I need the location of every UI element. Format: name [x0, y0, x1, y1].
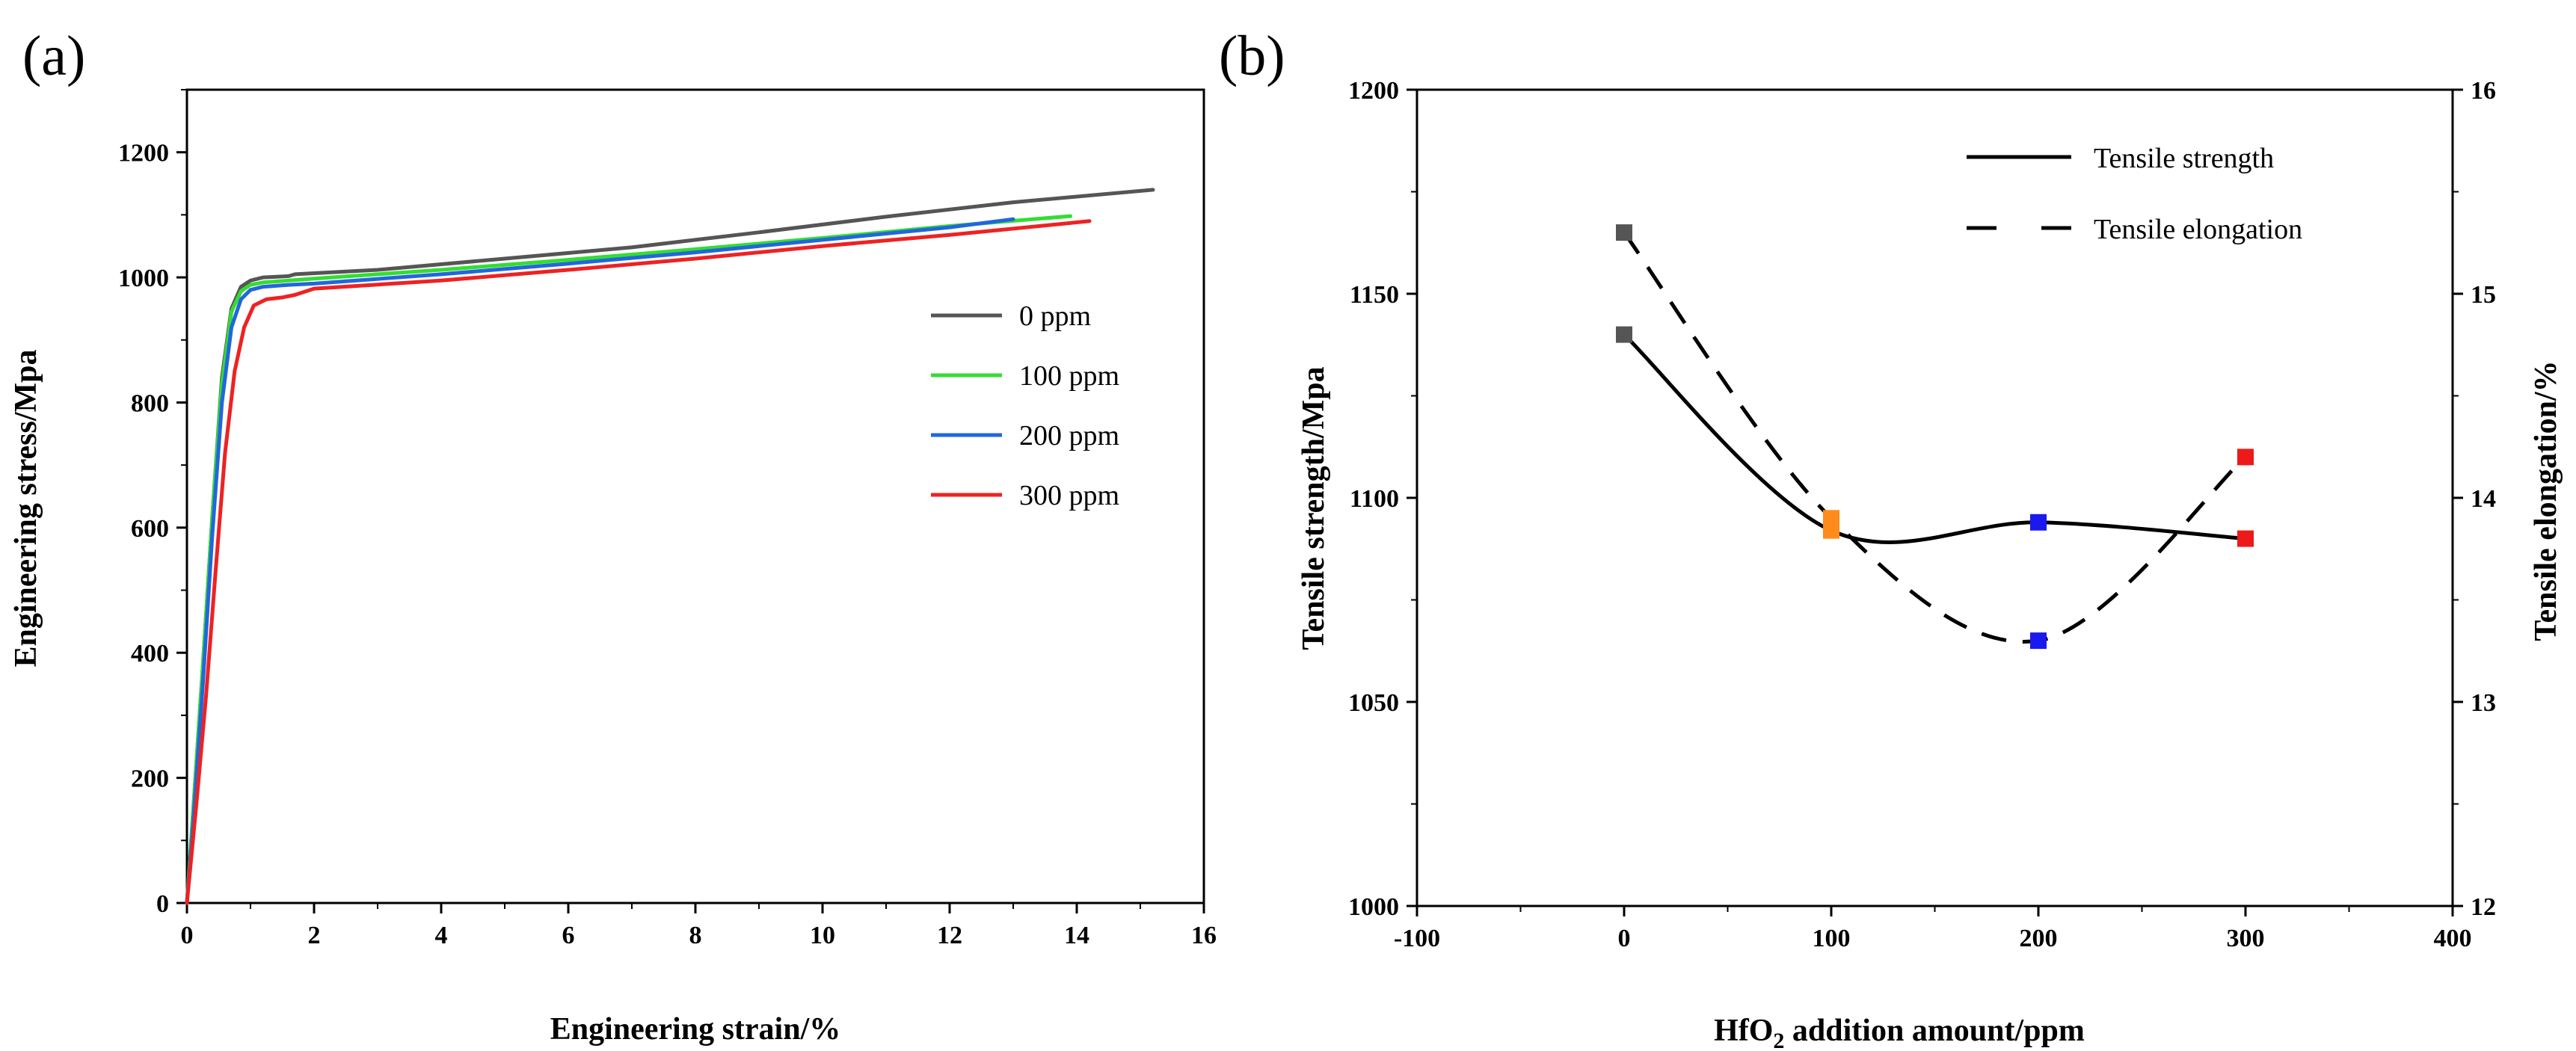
panel-b-marker-1-3: [2237, 449, 2254, 466]
panel-a-xtick-label: 8: [689, 922, 702, 949]
panel-b-axes: [1415, 88, 2454, 907]
panel-a-ticks: 0 2 4 6 8 10 12 14 16 0 200 400 600 800 1000 1200: [118, 89, 1217, 949]
panel-b-xtick-label: 300: [2227, 925, 2265, 952]
panel-a-xtick-label: 14: [1064, 922, 1089, 949]
panel-b-legend-label-1: Tensile elongation: [2094, 214, 2302, 245]
panel-b-xtick-label: 0: [1618, 925, 1631, 952]
panel-a-legend-label-1: 100 ppm: [1019, 360, 1119, 392]
panel-b-y2tick-label: 13: [2471, 689, 2496, 717]
panel-b: (b) -100 0 100 200 300 400 1000 1050 1100 1150 120…: [1219, 25, 2563, 1051]
panel-b-y2tick-label: 15: [2471, 281, 2496, 309]
panel-b-ytick-label: 1050: [1348, 689, 1399, 717]
panel-a-series: [185, 188, 1155, 905]
panel-a-series-line-1: [185, 214, 1072, 905]
panel-b-ytick-label: 1200: [1348, 77, 1399, 105]
panel-b-xlabel-rest: addition amount/ppm: [1784, 1014, 2084, 1048]
panel-a-xtick-label: 10: [810, 922, 835, 949]
panel-b-ticks: -100 0 100 200 300 400 1000 1050 1100 1150 1200 12 1…: [1348, 77, 2496, 952]
panel-b-legend: Tensile strength Tensile elongation: [1967, 143, 2302, 245]
panel-b-marker-0-3: [2237, 530, 2254, 547]
panel-a-legend: 0 ppm 100 ppm 200 ppm 300 ppm: [931, 300, 1119, 511]
panel-b-xtick-label: -100: [1394, 925, 1440, 952]
panel-b-xtick-label: 400: [2434, 925, 2472, 952]
panel-b-marker-1-2: [2030, 632, 2047, 650]
panel-a-ytick-label: 200: [131, 765, 169, 793]
panel-b-label: (b): [1219, 25, 1285, 87]
panel-b-xlabel-main: HfO: [1714, 1014, 1773, 1048]
panel-b-xtick-label: 200: [2020, 925, 2058, 952]
panel-b-ylabel: Tensile strength/Mpa: [1297, 366, 1331, 650]
panel-a-label: (a): [22, 25, 85, 87]
panel-a: (a) 0 2 4 6 8 10 12 14 16 0 200 400 600 800 1000 1200 0…: [9, 25, 1217, 1047]
panel-b-xlabel: HfO2 addition amount/ppm: [1714, 1014, 2085, 1051]
panel-a-series-line-2: [185, 217, 1015, 905]
panel-b-ytick-label: 1150: [1350, 281, 1399, 309]
panel-a-xtick-label: 2: [308, 922, 321, 949]
panel-a-ytick-label: 1000: [118, 265, 169, 292]
panel-b-series-line-1: [1622, 231, 2247, 644]
panel-a-xtick-label: 12: [937, 922, 962, 949]
panel-a-xlabel: Engineering strain/%: [550, 1012, 841, 1047]
panel-b-series-line-0: [1623, 333, 2246, 544]
panel-a-ytick-label: 800: [131, 389, 169, 417]
panel-a-xtick-label: 16: [1191, 922, 1217, 949]
panel-a-legend-label-3: 300 ppm: [1019, 480, 1119, 511]
panel-b-y2tick-label: 16: [2471, 77, 2496, 105]
panel-b-y2label: Tensile elongation/%: [2529, 360, 2563, 641]
panel-a-ytick-label: 1200: [118, 140, 169, 167]
panel-b-series: [1616, 224, 2254, 650]
panel-a-xtick-label: 4: [435, 922, 448, 949]
panel-b-marker-1-1: [1823, 510, 1839, 527]
panel-a-ylabel: Engineering stress/Mpa: [9, 349, 43, 667]
panel-a-legend-label-2: 200 ppm: [1019, 420, 1119, 451]
panel-b-marker-0-0: [1616, 326, 1632, 343]
panel-a-xtick-label: 0: [181, 922, 194, 949]
panel-a-xtick-label: 6: [562, 922, 575, 949]
panel-a-ytick-label: 0: [156, 890, 169, 918]
panel-a-series-line-0: [185, 188, 1155, 905]
panel-b-xlabel-sub: 2: [1773, 1029, 1784, 1051]
panel-b-ytick-label: 1100: [1350, 485, 1399, 513]
panel-a-legend-label-0: 0 ppm: [1019, 300, 1091, 332]
panel-b-ytick-label: 1000: [1348, 893, 1399, 921]
panel-a-ytick-label: 600: [131, 515, 169, 543]
panel-b-marker-0-2: [2030, 514, 2047, 531]
panel-b-y2tick-label: 14: [2471, 485, 2496, 513]
panel-b-legend-label-0: Tensile strength: [2094, 143, 2274, 174]
panel-b-xtick-label: 100: [1813, 925, 1851, 952]
panel-a-series-line-3: [185, 219, 1092, 905]
panel-b-y2tick-label: 12: [2471, 893, 2496, 921]
panel-b-frame: [1415, 88, 2454, 907]
panel-b-marker-1-0: [1616, 224, 1632, 241]
panel-a-ytick-label: 400: [131, 640, 169, 668]
